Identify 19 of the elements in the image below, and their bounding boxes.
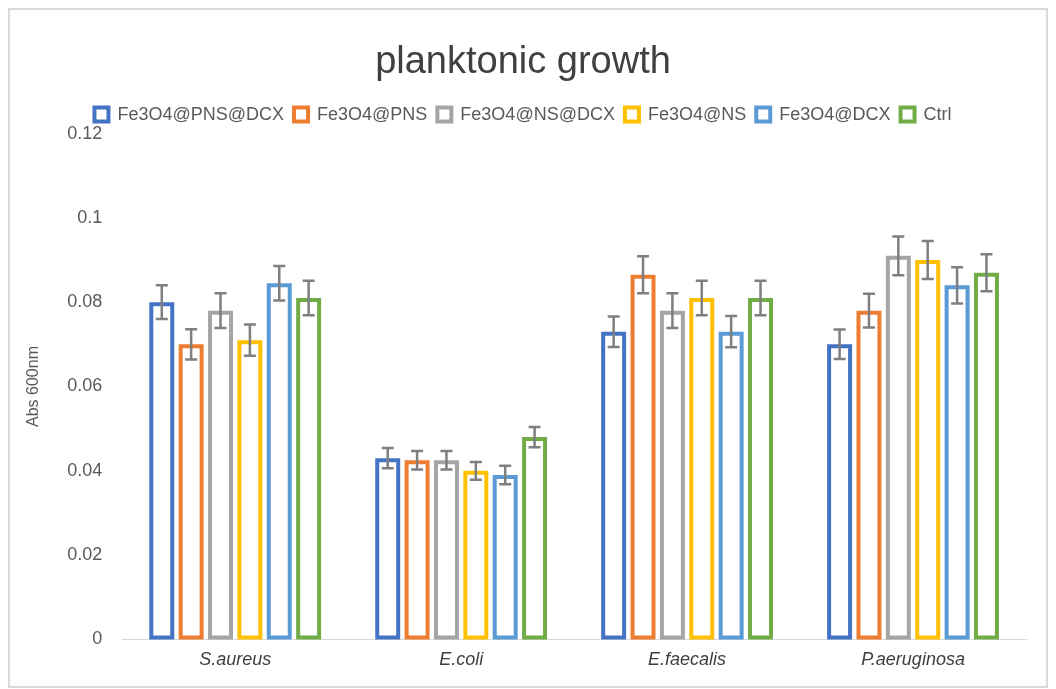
x-tick-label: P.aeruginosa <box>861 649 965 670</box>
y-tick-label: 0 <box>92 628 103 649</box>
legend-label: Fe3O4@PNS <box>317 103 428 124</box>
legend-label: Fe3O4@NS@DCX <box>460 103 615 124</box>
y-axis-title: Abs 600nm <box>24 346 42 427</box>
x-tick-label: S.aureus <box>199 649 272 670</box>
y-tick-label: 0.02 <box>67 544 103 565</box>
legend-label: Fe3O4@PNS@DCX <box>117 103 285 124</box>
y-tick-label: 0.04 <box>67 459 103 480</box>
legend-label: Fe3O4@NS <box>647 103 747 124</box>
legend-label: Ctrl <box>923 103 952 124</box>
y-tick-label: 0.12 <box>67 122 103 143</box>
y-tick-label: 0.06 <box>67 375 103 396</box>
chart-title: planktonic growth <box>375 39 671 82</box>
legend-label: Fe3O4@DCX <box>779 103 891 124</box>
y-tick-label: 0.08 <box>67 291 103 312</box>
y-tick-label: 0.1 <box>77 206 103 227</box>
x-tick-label: E.faecalis <box>648 649 727 670</box>
x-tick-label: E.coli <box>439 649 485 670</box>
